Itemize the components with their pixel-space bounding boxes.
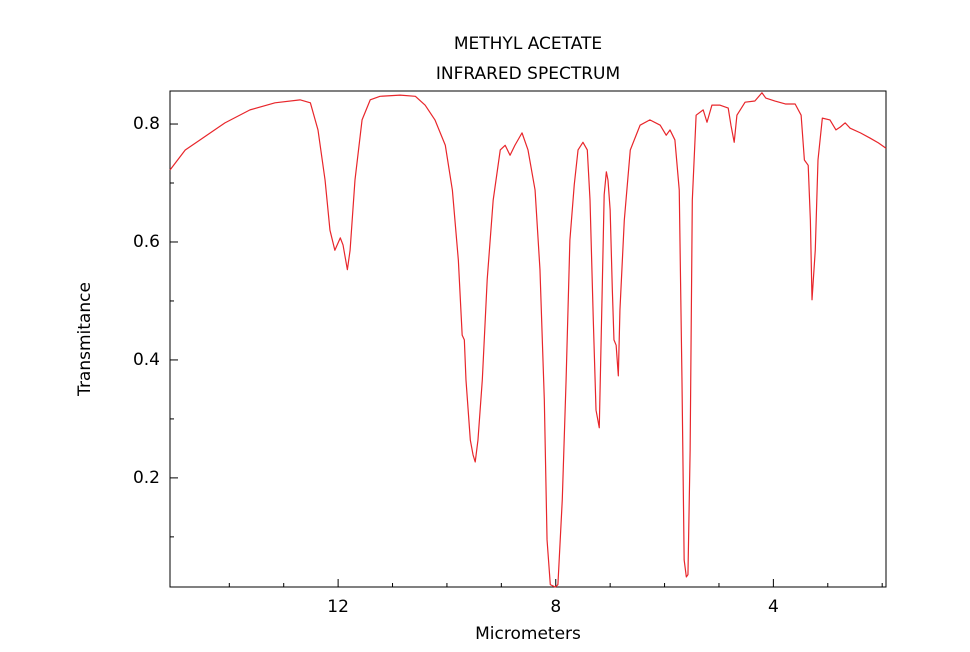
y-tick-label: 0.4 [133,350,160,370]
x-axis-label: Micrometers [475,624,581,644]
plot-frame [169,90,887,588]
chart-title: INFRARED SPECTRUM [436,64,620,84]
chart-title: METHYL ACETATE [454,34,602,54]
y-tick-label: 0.2 [133,468,160,488]
y-axis-label: Transmitance [75,282,95,397]
x-tick-label: 8 [550,597,561,617]
x-tick-label: 12 [327,597,349,617]
spectrum-line [169,92,887,588]
y-tick-label: 0.8 [133,114,160,134]
y-tick-label: 0.6 [133,232,160,252]
x-tick-label: 4 [768,597,779,617]
